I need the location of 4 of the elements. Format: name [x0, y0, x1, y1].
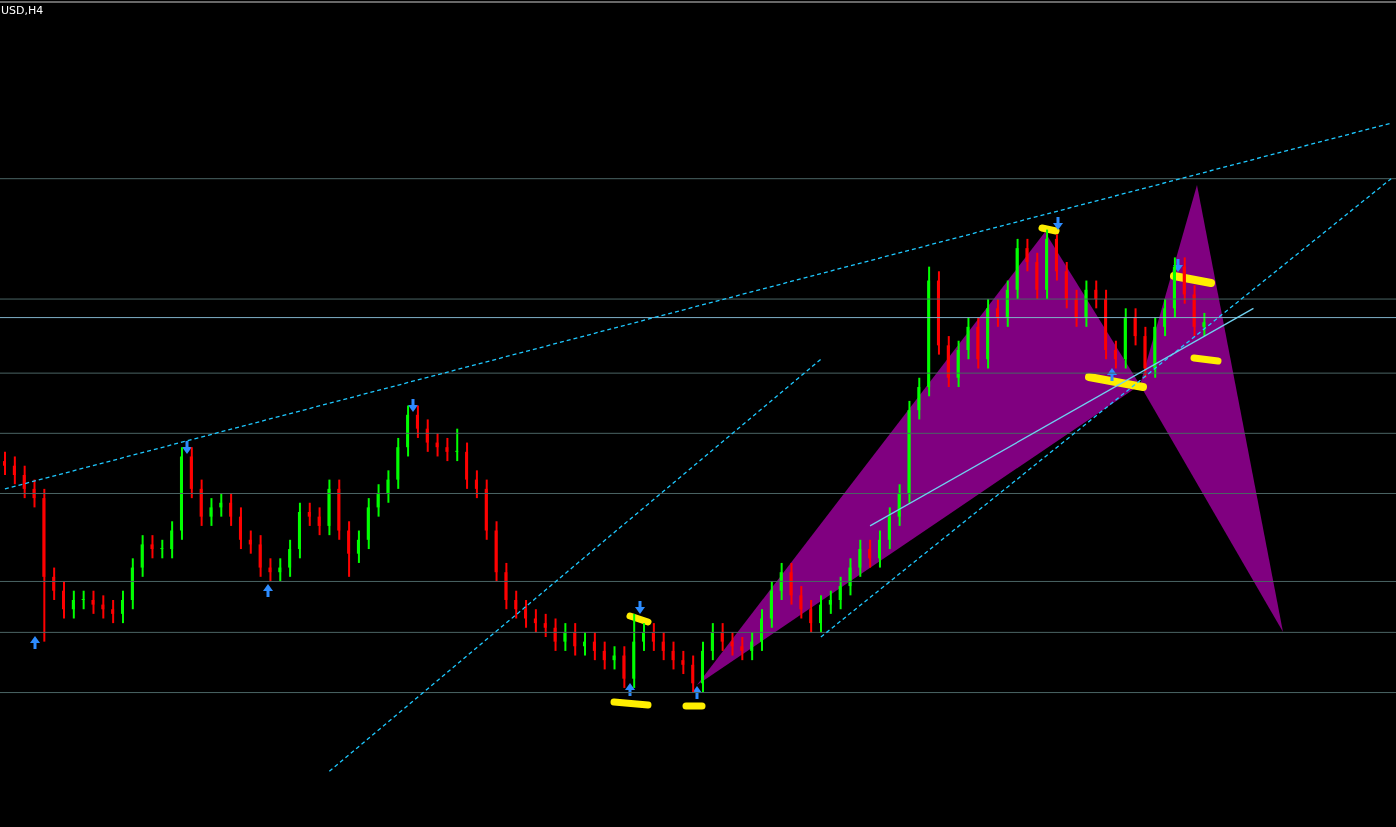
- candlestick: [455, 428, 459, 462]
- candlestick: [81, 590, 85, 610]
- chart-title: USD,H4: [1, 4, 44, 17]
- candlestick: [160, 539, 164, 559]
